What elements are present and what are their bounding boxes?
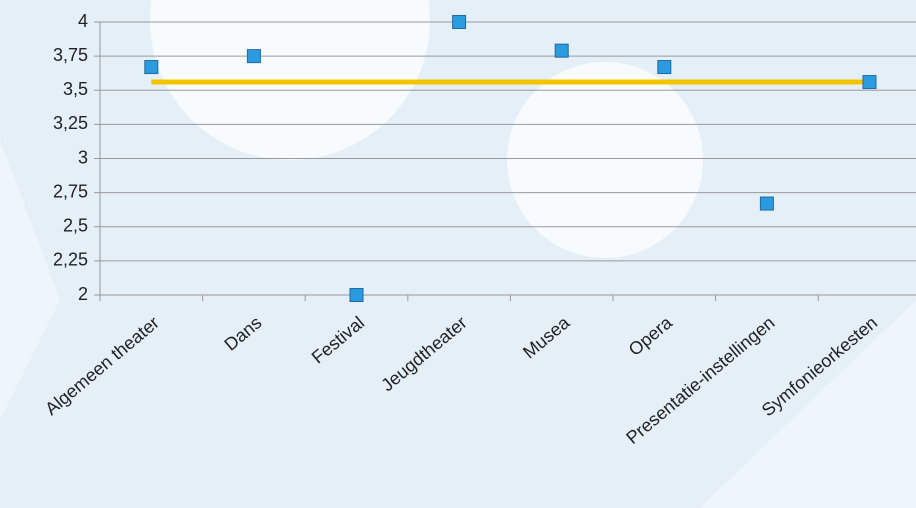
data-point	[759, 196, 774, 211]
background-shape	[0, 140, 60, 420]
y-tick-label: 3,75	[53, 45, 88, 65]
x-tick-label: Musea	[519, 312, 574, 363]
background-shape	[700, 300, 916, 508]
background-shape	[507, 62, 703, 258]
data-point	[862, 75, 877, 90]
x-tick-label: Jeugdtheater	[377, 312, 470, 395]
y-tick-label: 4	[78, 11, 88, 31]
y-tick-label: 2,75	[53, 181, 88, 201]
y-tick-label: 3,5	[63, 79, 88, 99]
data-point	[554, 43, 569, 58]
data-point	[349, 288, 364, 302]
data-point	[144, 60, 159, 75]
x-tick-label: Algemeen theater	[41, 312, 163, 419]
y-tick-label: 2,25	[53, 250, 88, 270]
y-tick-label: 3	[78, 147, 88, 167]
data-point	[246, 49, 261, 64]
x-tick-label: Dans	[220, 312, 265, 354]
y-tick-label: 2,5	[63, 216, 88, 236]
data-point	[452, 15, 467, 29]
x-tick-label: Opera	[625, 312, 677, 360]
y-tick-label: 3,25	[53, 113, 88, 133]
y-tick-label: 2	[78, 284, 88, 304]
x-tick-label: Festival	[308, 312, 368, 367]
data-point	[657, 60, 672, 75]
